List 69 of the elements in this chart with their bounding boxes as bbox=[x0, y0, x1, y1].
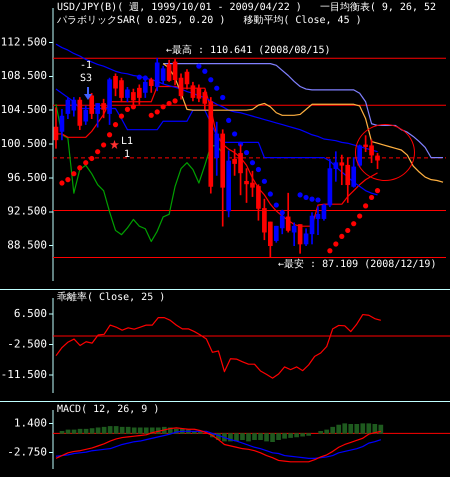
point bbox=[220, 94, 226, 100]
point bbox=[148, 112, 154, 118]
point bbox=[368, 194, 374, 200]
point bbox=[208, 77, 214, 82]
point bbox=[59, 180, 65, 186]
y-tick-label: 112.500 bbox=[0, 35, 47, 48]
y-tick-label: 108.500 bbox=[0, 69, 47, 82]
annotation: L1 bbox=[121, 136, 134, 148]
annotation: 移動平均( Close, 45 ) bbox=[243, 15, 362, 27]
point bbox=[333, 241, 338, 247]
point bbox=[166, 100, 172, 106]
point bbox=[196, 64, 202, 69]
point bbox=[315, 197, 321, 203]
y-tick-label: 100.500 bbox=[0, 136, 47, 150]
point bbox=[250, 160, 256, 166]
point bbox=[303, 194, 309, 200]
chart-title: USD/JPY(B)( 週, 1999/10/01 - 2009/04/22 ) bbox=[57, 2, 302, 14]
point bbox=[83, 160, 88, 166]
point bbox=[351, 221, 356, 226]
chart-title: 乖離率( Close, 25 ) bbox=[57, 292, 166, 304]
point bbox=[142, 75, 148, 81]
point bbox=[124, 106, 130, 112]
point bbox=[89, 156, 94, 162]
annotation: S3 bbox=[80, 73, 92, 85]
y-tick-label: 6.500 bbox=[14, 306, 47, 320]
point bbox=[244, 150, 250, 156]
annotation: ←最安 : 87.109 (2008/12/19) bbox=[278, 259, 436, 272]
point bbox=[298, 192, 303, 198]
point bbox=[339, 234, 344, 239]
point bbox=[77, 165, 82, 170]
point bbox=[363, 203, 368, 208]
point bbox=[262, 178, 267, 184]
point bbox=[172, 98, 178, 104]
point bbox=[154, 109, 160, 114]
point bbox=[101, 142, 106, 148]
y-tick-label: 96.500 bbox=[7, 170, 47, 184]
point bbox=[106, 132, 112, 138]
point bbox=[160, 104, 166, 110]
point bbox=[374, 188, 380, 194]
y-tick-label: -2.500 bbox=[7, 337, 47, 350]
point bbox=[309, 196, 315, 202]
point bbox=[357, 213, 362, 219]
point bbox=[345, 228, 350, 234]
point bbox=[327, 248, 332, 254]
point bbox=[71, 171, 76, 176]
y-tick-label: 88.500 bbox=[7, 238, 47, 252]
y-tick-label: -11.500 bbox=[0, 368, 47, 381]
point bbox=[226, 118, 232, 123]
point bbox=[112, 122, 118, 128]
point bbox=[136, 74, 142, 80]
point bbox=[95, 149, 100, 154]
point bbox=[202, 68, 208, 74]
annotation: 1 bbox=[124, 149, 130, 161]
point bbox=[118, 114, 124, 119]
y-tick-label: -2.750 bbox=[7, 445, 47, 458]
chart-title: MACD( 12, 26, 9 ) bbox=[57, 404, 160, 416]
point bbox=[274, 202, 279, 208]
point bbox=[256, 166, 262, 172]
annotation: ←最高 : 110.641 (2008/08/15) bbox=[166, 45, 330, 58]
point bbox=[268, 191, 273, 197]
point bbox=[65, 177, 70, 182]
point bbox=[214, 86, 220, 91]
y-tick-label: 92.500 bbox=[7, 204, 47, 218]
annotation: パラボリックSAR( 0.025, 0.20 ) bbox=[57, 15, 226, 27]
annotation: -1 bbox=[80, 60, 92, 72]
annotation: 一目均衡表( 9, 26, 52 bbox=[320, 2, 436, 14]
y-tick-label: 104.500 bbox=[0, 103, 47, 116]
y-tick-label: 1.400 bbox=[14, 416, 47, 430]
point bbox=[232, 131, 238, 137]
